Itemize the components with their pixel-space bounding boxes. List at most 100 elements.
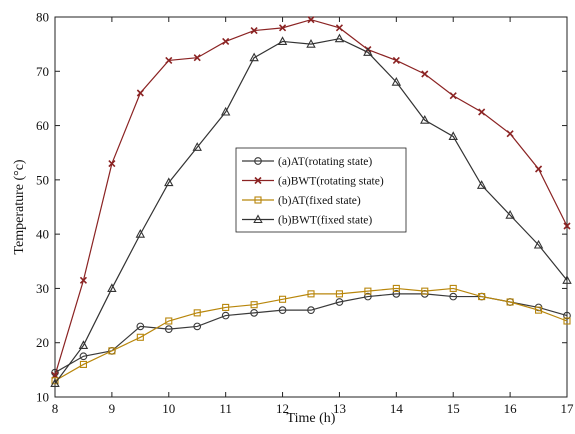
data-point (79, 360, 87, 368)
data-point (193, 309, 201, 317)
y-tick-label: 30 (36, 281, 49, 296)
data-point (164, 325, 173, 333)
x-tick-label: 9 (109, 401, 116, 416)
data-point (335, 298, 344, 306)
data-point (364, 292, 372, 301)
data-point (307, 306, 315, 314)
data-point (506, 298, 514, 306)
data-point (250, 27, 258, 35)
data-point (535, 306, 543, 314)
data-point (448, 131, 458, 140)
data-point (476, 180, 487, 189)
marker-stroke (79, 276, 88, 284)
legend-label: (b)AT(fixed state) (278, 195, 361, 207)
series-line (54, 293, 568, 374)
legend-label: (b)BWT(fixed state) (278, 215, 372, 227)
x-tick-label: 17 (561, 401, 575, 416)
data-point (392, 56, 400, 64)
data-point (78, 340, 89, 349)
data-point (335, 24, 344, 32)
series-line (54, 287, 568, 382)
data-point (563, 311, 571, 320)
data-point (50, 378, 60, 387)
data-point (222, 303, 230, 311)
x-tick-label: 16 (504, 401, 518, 416)
data-point (249, 52, 259, 62)
legend-label: (a)AT(rotating state) (278, 156, 372, 168)
y-tick-label: 70 (36, 64, 49, 79)
marker-stroke (478, 108, 486, 116)
data-point (220, 106, 231, 116)
legend-marker (254, 176, 262, 185)
x-tick-label: 13 (333, 401, 346, 416)
data-point (165, 317, 173, 325)
legend-box (235, 147, 407, 233)
x-tick-label: 11 (219, 401, 232, 416)
data-point (334, 33, 345, 43)
data-point (164, 177, 174, 187)
data-point (135, 228, 146, 238)
data-point (563, 317, 571, 325)
data-point (277, 36, 288, 45)
data-point (79, 276, 88, 284)
data-point (136, 322, 145, 331)
data-point (478, 108, 486, 116)
y-tick-label: 80 (36, 10, 49, 25)
data-point (391, 76, 402, 86)
data-point (108, 160, 116, 168)
data-point (364, 287, 372, 295)
data-point (307, 16, 315, 24)
series-2 (51, 284, 571, 385)
marker-stroke (136, 89, 144, 97)
data-point (250, 309, 258, 317)
data-point (279, 295, 287, 303)
data-point (108, 347, 116, 355)
marker-stroke (392, 56, 400, 64)
data-point (278, 306, 287, 314)
plot-border (54, 16, 568, 398)
data-point (421, 70, 429, 78)
data-point (533, 239, 544, 249)
x-tick-label: 12 (276, 401, 289, 416)
marker-stroke (307, 16, 315, 24)
y-tick-label: 60 (36, 118, 49, 133)
y-tick-label: 20 (36, 335, 49, 350)
data-point (420, 114, 430, 124)
marker-stroke (250, 27, 258, 35)
data-point (107, 283, 117, 292)
x-tick-label: 8 (52, 401, 59, 416)
x-tick-label: 10 (162, 401, 175, 416)
x-axis-label: Time (h) (287, 411, 336, 426)
data-point (250, 301, 258, 309)
data-point (449, 292, 458, 301)
series-0 (51, 290, 571, 377)
plot-area (54, 16, 568, 398)
data-point (506, 130, 514, 138)
marker-stroke (278, 24, 287, 32)
series-1 (51, 16, 571, 379)
marker-stroke (563, 222, 571, 230)
marker-stroke (193, 54, 201, 62)
marker-stroke (222, 37, 230, 45)
data-point (392, 284, 400, 292)
marker-stroke (449, 92, 457, 100)
data-point (363, 47, 373, 56)
data-point (278, 24, 287, 32)
y-axis-label: Temperature (°c) (12, 159, 27, 255)
axis-ticks: 8 9 10 11 12 13 14 15 16 17 10 20 30 40 50 60 70 80 (36, 10, 574, 417)
data-point (51, 377, 59, 385)
data-point (307, 290, 315, 298)
y-tick-label: 10 (36, 390, 49, 405)
marker-stroke (506, 130, 514, 138)
x-tick-label: 14 (390, 401, 404, 416)
legend-item: (a)AT(rotating state) (242, 156, 372, 168)
data-point (449, 284, 457, 292)
data-point (449, 92, 457, 100)
data-point (562, 275, 572, 284)
legend-marker (254, 157, 262, 165)
data-point (221, 311, 230, 320)
legend-item: (b)BWT(fixed state) (242, 214, 372, 227)
data-point (79, 352, 88, 361)
data-point (534, 165, 543, 173)
marker-stroke (534, 165, 543, 173)
